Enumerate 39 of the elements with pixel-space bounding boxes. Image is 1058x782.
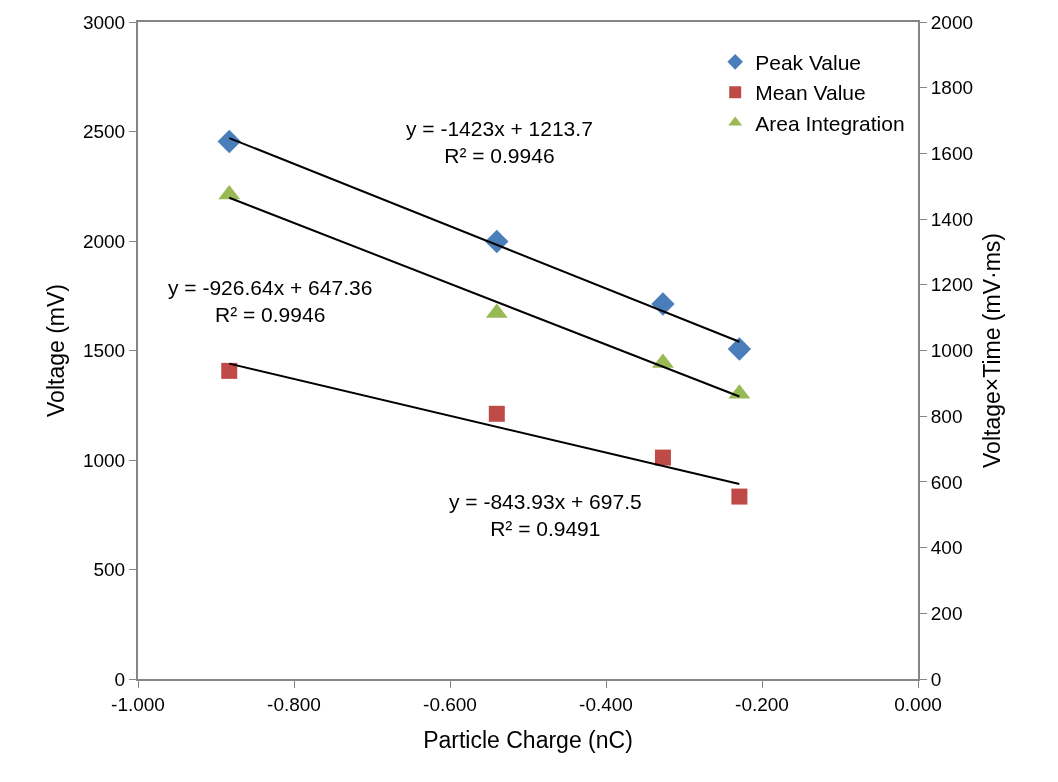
y2-tick-label: 800 (930, 405, 963, 427)
y2-tick-label: 400 (930, 537, 963, 559)
annotation: y = -1423x + 1213.7 R² = 0.9946 (406, 117, 593, 168)
x-tick-label: -1.000 (111, 693, 165, 715)
x-axis-title: Particle Charge (nC) (423, 726, 633, 753)
y-tick-label: 2500 (82, 121, 126, 143)
point (221, 362, 238, 379)
point (488, 405, 505, 422)
y-tick-label: 3000 (82, 11, 126, 33)
y2-tick-label: 1400 (930, 208, 974, 230)
y2-tick-label: 1000 (930, 340, 974, 362)
x-tick-label: -0.800 (267, 693, 321, 715)
point (727, 337, 752, 361)
y-tick-label: 2000 (82, 230, 126, 252)
y2-tick-label: 1800 (930, 77, 974, 99)
y2-tick-label: 0 (930, 668, 942, 690)
legend-label: Area Integration (755, 111, 905, 135)
annotation: y = -926.64x + 647.36 R² = 0.9946 (168, 276, 373, 327)
y2-tick-label: 600 (930, 471, 963, 493)
legend-label: Mean Value (755, 81, 866, 105)
y-tick-label: 0 (114, 668, 126, 690)
annotation: y = -843.93x + 697.5 R² = 0.9491 (449, 490, 642, 541)
legend-label: Peak Value (755, 51, 862, 75)
x-tick-label: 0.000 (894, 693, 942, 715)
point (654, 449, 671, 466)
y2-axis-title: Voltage×Time (mV·ms) (979, 233, 1006, 468)
y-tick-label: 1500 (82, 340, 126, 362)
x-tick-label: -0.400 (579, 693, 633, 715)
y2-tick-label: 200 (930, 602, 963, 624)
y2-tick-label: 2000 (930, 11, 974, 33)
y-tick-label: 500 (93, 559, 126, 581)
y2-tick-label: 1600 (930, 143, 974, 165)
y2-tick-label: 1200 (930, 274, 974, 296)
y-axis-title: Voltage (mV) (42, 284, 69, 417)
point (731, 488, 748, 505)
point (217, 129, 241, 154)
x-tick-label: -0.200 (735, 693, 789, 715)
y-tick-label: 1000 (82, 449, 126, 471)
x-tick-label: -0.600 (423, 693, 477, 715)
